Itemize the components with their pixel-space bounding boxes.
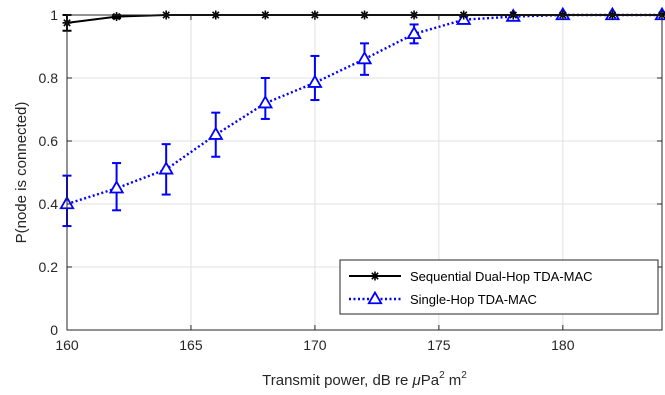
data-point — [307, 74, 323, 88]
y-tick-label: 0 — [50, 322, 58, 338]
x-tick-label: 180 — [551, 337, 575, 353]
data-point — [257, 94, 274, 109]
legend-box — [339, 259, 659, 315]
y-tick-label: 0.8 — [39, 70, 59, 86]
data-point — [208, 126, 224, 140]
data-point — [108, 179, 125, 194]
series-1 — [59, 6, 665, 228]
data-point — [158, 161, 174, 175]
x-axis-label-main: Transmit power, dB re — [262, 372, 412, 389]
x-tick-label: 165 — [179, 337, 203, 353]
y-tick-label: 0.6 — [39, 133, 59, 149]
legend-label: Sequential Dual-Hop TDA-MAC — [410, 269, 593, 284]
marker-stroke — [371, 272, 379, 280]
x-axis-label-m: m — [445, 372, 462, 389]
x-axis-label-sup2: 2 — [461, 370, 467, 381]
plot-frame — [66, 14, 663, 331]
legend-entry: Sequential Dual-Hop TDA-MAC — [349, 269, 593, 284]
x-tick-label: 175 — [427, 337, 451, 353]
ticks: 160 165 170 175 180 0 0.2 0.4 0.6 0.8 1 — [39, 7, 662, 353]
legend-entry: Single-Hop TDA-MAC — [349, 290, 537, 307]
data-point — [112, 12, 122, 22]
y-axis-label: P(node is connected) — [13, 102, 30, 244]
x-axis-label: Transmit power, dB re μPa2 m2 — [262, 370, 467, 389]
data-point — [406, 25, 422, 40]
x-axis-label-sup1: 2 — [439, 370, 445, 381]
x-axis-label-mu: μ — [411, 372, 420, 389]
legend-entries: Sequential Dual-Hop TDA-MAC Single-Hop TD… — [349, 269, 593, 307]
x-axis-label-pa: Pa — [421, 372, 440, 389]
y-tick-label: 1 — [50, 7, 58, 23]
legend-marker — [370, 271, 380, 281]
x-tick-label: 170 — [303, 337, 327, 353]
y-tick-label: 0.4 — [39, 196, 59, 212]
legend: Sequential Dual-Hop TDA-MAC Single-Hop TD… — [339, 259, 659, 315]
x-tick-label: 160 — [55, 337, 79, 353]
legend-label: Single-Hop TDA-MAC — [410, 292, 537, 307]
series-0 — [62, 10, 665, 32]
series-layer — [59, 6, 665, 228]
legend-marker — [367, 290, 383, 305]
marker-stroke — [112, 12, 121, 21]
y-tick-label: 0.2 — [39, 259, 59, 275]
data-point — [356, 50, 373, 65]
